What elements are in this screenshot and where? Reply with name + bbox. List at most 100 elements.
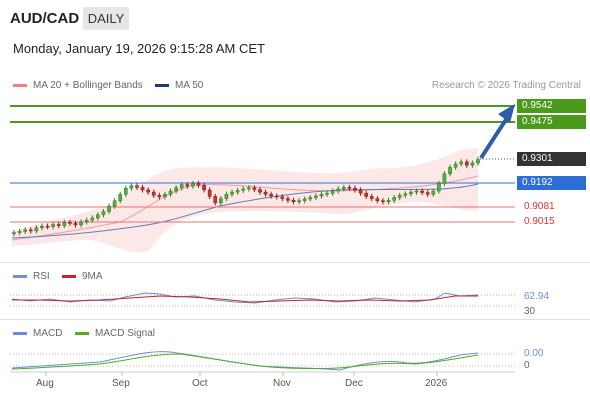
candle-body (84, 219, 89, 223)
candle-body (302, 198, 307, 201)
candle-body (341, 187, 346, 190)
candle-body (369, 196, 374, 199)
candle-body (386, 200, 391, 203)
legend-macd-signal: MACD Signal (75, 328, 155, 339)
projection-arrowhead-icon (498, 104, 515, 123)
pivot-price-tag: 0.9192 (517, 176, 586, 190)
candle-body (314, 195, 318, 198)
legend-ma20: MA 20 + Bollinger Bands (13, 80, 143, 91)
candle-body (185, 184, 190, 187)
timeframe-button[interactable]: DAILY (83, 7, 129, 30)
legend-rsi: RSI (13, 271, 50, 282)
currency-pair-title: AUD/CAD (10, 10, 80, 27)
rsi-pane (10, 292, 515, 307)
macd-swatch-icon (13, 332, 27, 335)
candle-body (476, 159, 480, 164)
candle-body (263, 191, 268, 195)
candle-body (246, 187, 251, 190)
candle-body (364, 192, 369, 197)
candle-body (297, 200, 301, 203)
candle-body (336, 188, 341, 192)
x-label-aug: Aug (36, 378, 54, 389)
candle-body (453, 163, 458, 168)
candle-body (392, 197, 396, 201)
ma50-swatch-icon (155, 84, 169, 87)
candle-body (68, 222, 72, 224)
macd-zero-label: 0 (524, 360, 530, 371)
candle-body (62, 222, 67, 226)
candle-body (196, 183, 201, 186)
chart-datetime: Monday, January 19, 2026 9:15:28 AM CET (13, 41, 265, 56)
candle-body (45, 225, 50, 228)
x-label-dec: Dec (345, 378, 363, 389)
candle-body (101, 211, 106, 216)
rsi-swatch-icon (13, 275, 27, 278)
candle-body (40, 225, 44, 228)
r1-price-tag: 0.9475 (517, 115, 586, 129)
candle-body (347, 187, 352, 189)
candle-body (291, 200, 296, 203)
candle-body (431, 190, 436, 195)
candle-body (224, 194, 229, 199)
candle-body (470, 162, 475, 166)
rsi-pane-separator (0, 262, 590, 263)
candle-body (51, 224, 55, 227)
candle-body (409, 191, 413, 195)
candle-body (218, 198, 223, 204)
last-price-tag: 0.9301 (517, 152, 586, 166)
legend-macd-label: MACD (33, 328, 63, 339)
candle-body (191, 183, 195, 187)
macd-value-label: 0.00 (524, 348, 544, 359)
candle-body (235, 190, 240, 193)
candle-body (425, 192, 430, 195)
candle-body (135, 185, 139, 188)
candle-body (375, 198, 380, 201)
candle-body (174, 187, 178, 192)
candle-body (358, 189, 363, 194)
candle-body (107, 205, 111, 212)
candle-body (129, 185, 134, 189)
rsi-30-label: 30 (524, 306, 536, 317)
rsi-9ma-swatch-icon (62, 275, 76, 278)
candle-body (79, 221, 83, 226)
candle-body (319, 194, 324, 197)
projection-arrow-shaft (479, 116, 509, 160)
candle-body (140, 187, 145, 191)
ma20-line (11, 175, 479, 241)
legend-ma20-label: MA 20 + Bollinger Bands (33, 80, 143, 91)
macd-signal-swatch-icon (75, 332, 89, 335)
candle-body (280, 196, 285, 199)
macd-pane (10, 351, 515, 371)
candle-body (96, 214, 100, 219)
x-label-oct: Oct (192, 378, 208, 389)
candle-body (202, 184, 206, 191)
rsi-9ma-line (12, 295, 478, 303)
candle-body (23, 229, 28, 232)
candle-body (330, 190, 335, 194)
candle-body (163, 194, 167, 198)
macd-signal-line (11, 353, 479, 370)
x-axis-ticks (45, 372, 438, 376)
candle-body (381, 200, 385, 203)
s1-price-label: 0.9081 (524, 201, 555, 212)
legend-rsi-9ma-label: 9MA (82, 271, 103, 282)
bollinger-band-area (12, 148, 478, 253)
candle-body (459, 161, 464, 165)
candle-body (252, 187, 257, 190)
candle-body (274, 195, 279, 198)
candle-body (73, 223, 78, 226)
candle-body (213, 196, 218, 204)
candle-body (241, 188, 246, 191)
ma20-swatch-icon (13, 84, 27, 87)
candle-body (151, 191, 156, 196)
legend-macd: MACD (13, 328, 62, 339)
macd-pane-separator (0, 319, 590, 320)
candle-body (286, 198, 290, 201)
candle-body (442, 173, 447, 184)
candle-body (90, 217, 95, 221)
legend-rsi-label: RSI (33, 271, 50, 282)
candle-body (207, 189, 212, 197)
s2-price-label: 0.9015 (524, 216, 555, 227)
legend-rsi-9ma: 9MA (62, 271, 103, 282)
